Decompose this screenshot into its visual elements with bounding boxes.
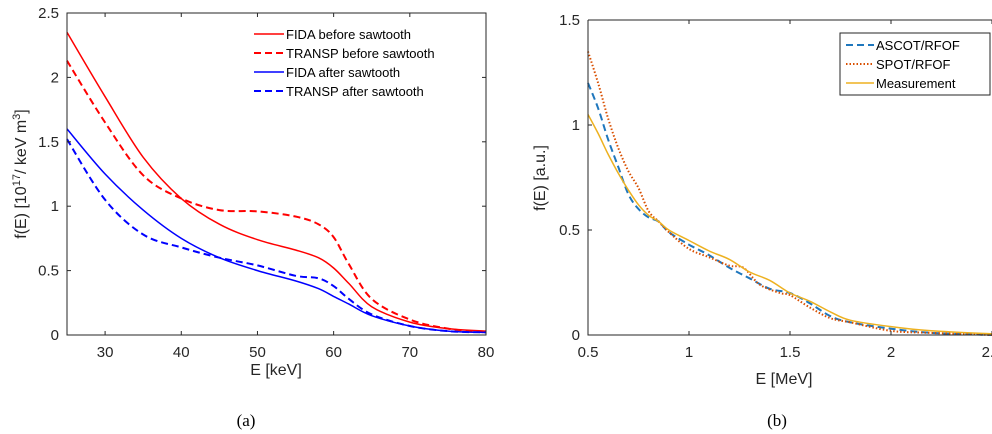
panel-a-legend-box [248, 22, 482, 106]
panel-a-legend: FIDA before sawtooth TRANSP before sawtoo… [248, 22, 482, 106]
panel-b-caption: (b) [767, 411, 787, 430]
panel-b-legend-label-3: Measurement [876, 76, 956, 91]
panel-a-ytick-label: 2.5 [38, 5, 59, 22]
panel-a: 30 40 50 60 70 80 0 0.5 1 1.5 2 2.5 E [keV] f(E) [1… [11, 5, 494, 430]
panel-a-xtick-label: 40 [173, 344, 190, 361]
panel-a-series-line-1 [66, 31, 487, 332]
panel-b-xtick-label: 2.5 [982, 344, 992, 361]
panel-a-ytick-label: 1.5 [38, 134, 59, 151]
panel-b-xtick-label: 0.5 [578, 344, 599, 361]
panel-a-series-line-4 [66, 138, 487, 334]
panel-a-legend-label-1: FIDA before sawtooth [286, 27, 411, 42]
panel-a-ticks: 30 40 50 60 70 80 0 0.5 1 1.5 2 2.5 [38, 5, 494, 361]
panel-a-xlabel: E [keV] [250, 362, 302, 379]
panel-a-legend-label-2: TRANSP before sawtooth [286, 46, 435, 61]
panel-b: 0.511.522.500.511.5 E [MeV] f(E) [a.u.] … [532, 12, 992, 430]
panel-b-ytick-label: 0.5 [559, 222, 580, 239]
panel-a-ytick-label: 1 [51, 198, 59, 215]
panel-b-xtick-label: 2 [887, 344, 895, 361]
panel-a-xtick-label: 30 [97, 344, 114, 361]
panel-a-series [66, 31, 487, 334]
panel-a-legend-label-4: TRANSP after sawtooth [286, 84, 424, 99]
panel-b-legend-label-1: ASCOT/RFOF [876, 38, 960, 53]
panel-a-xtick-label: 60 [325, 344, 342, 361]
panel-a-xtick-label: 80 [478, 344, 495, 361]
panel-b-series-line-3 [587, 114, 992, 335]
panel-a-ylabel: f(E) [1017/ keV m3] [11, 109, 30, 239]
panel-b-ticks: 0.511.522.500.511.5 [559, 12, 992, 361]
panel-a-ytick-label: 0 [51, 327, 59, 344]
panel-a-ytick-label: 2 [51, 69, 59, 86]
panel-a-axes-box [66, 12, 487, 336]
panel-b-xtick-label: 1.5 [780, 344, 801, 361]
panel-b-ytick-label: 0 [572, 327, 580, 344]
panel-b-ylabel: f(E) [a.u.] [532, 145, 549, 211]
panel-b-legend: ASCOT/RFOF SPOT/RFOF Measurement [839, 32, 991, 96]
panel-a-series-line-3 [66, 128, 487, 334]
panel-b-ytick-label: 1.5 [559, 12, 580, 29]
panel-b-ytick-label: 1 [572, 117, 580, 134]
panel-b-series-line-1 [587, 82, 992, 336]
panel-b-series-line-2 [587, 51, 992, 336]
panel-a-ytick-label: 0.5 [38, 263, 59, 280]
panel-b-legend-label-2: SPOT/RFOF [876, 57, 950, 72]
panel-b-xlabel: E [MeV] [756, 371, 813, 388]
panel-a-legend-label-3: FIDA after sawtooth [286, 65, 400, 80]
panel-a-xtick-label: 50 [249, 344, 266, 361]
panel-b-series [587, 51, 992, 336]
panel-a-caption: (a) [237, 411, 256, 430]
panel-b-xtick-label: 1 [685, 344, 693, 361]
panel-a-xtick-label: 70 [401, 344, 418, 361]
panel-a-series-line-2 [66, 60, 487, 334]
